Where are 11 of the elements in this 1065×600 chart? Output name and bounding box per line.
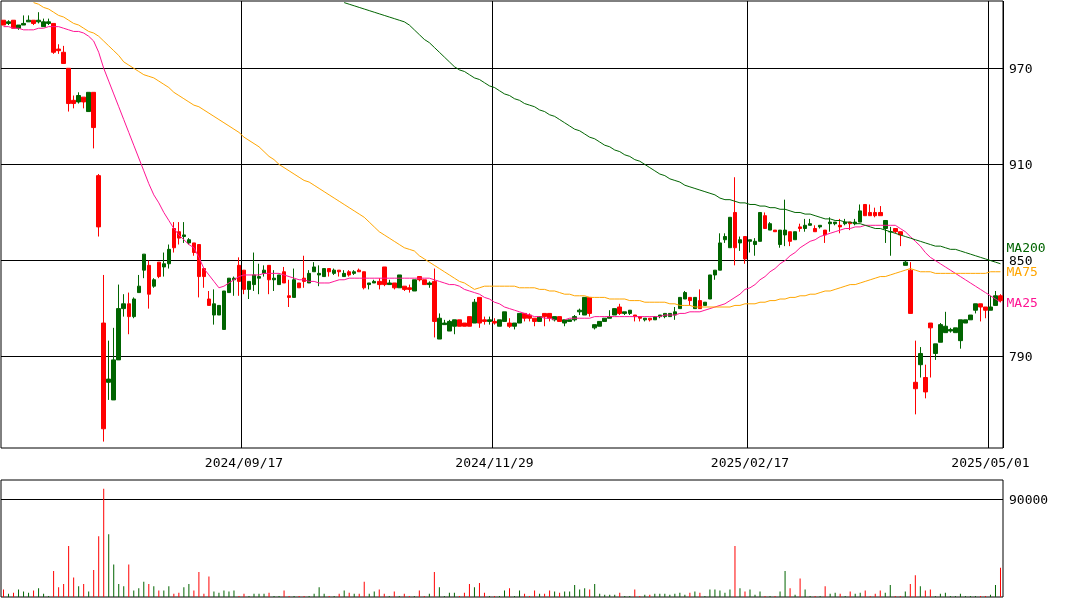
y-tick-label: 970	[1009, 60, 1033, 76]
x-tick-label: 2024/09/17	[204, 455, 284, 470]
y-tick-label: 790	[1009, 349, 1033, 365]
series-label: MA200	[1006, 240, 1046, 256]
y-tick-label: 90000	[1009, 492, 1049, 507]
x-tick-label: 2025/02/17	[710, 455, 790, 470]
x-tick-label: 2025/05/01	[951, 455, 1030, 470]
series-label: MA75	[1006, 264, 1038, 280]
y-tick-label: 910	[1009, 156, 1033, 172]
x-tick-label: 2024/11/29	[455, 455, 534, 470]
series-label: MA25	[1006, 294, 1038, 310]
